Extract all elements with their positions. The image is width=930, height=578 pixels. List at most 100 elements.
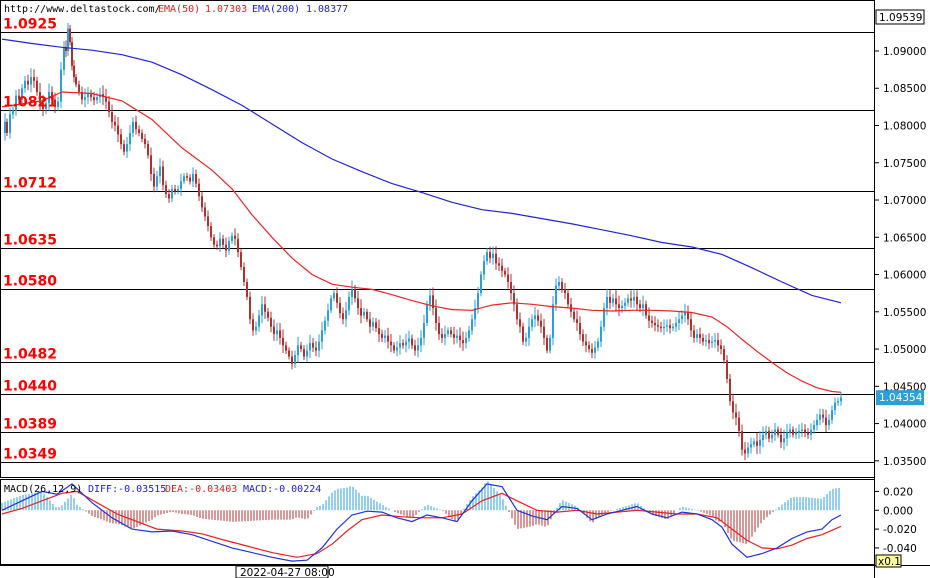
candle-body (456, 335, 458, 338)
candle-body (597, 341, 599, 348)
candle-body (825, 417, 827, 426)
level-label-5: 1.0482 (3, 347, 57, 363)
candle-body (117, 125, 119, 135)
candle-body (189, 177, 191, 182)
candle-body (774, 429, 776, 435)
price-tick-10: 1.04000 (883, 419, 926, 431)
macd-tick-0: 0.020 (883, 486, 913, 498)
candle-body (261, 304, 263, 316)
candle-body (741, 431, 743, 450)
candle-body (558, 281, 560, 286)
candle-body (669, 325, 671, 329)
candle-body (330, 298, 332, 311)
candle-body (393, 345, 395, 351)
candle-body (60, 69, 62, 102)
candle-body (753, 441, 755, 445)
candle-body (63, 47, 65, 70)
candle-body (468, 330, 470, 338)
candle-body (318, 341, 320, 351)
candle-body (372, 322, 374, 327)
candle-body (459, 335, 461, 341)
candle-body (300, 345, 302, 350)
candle-body (369, 319, 371, 327)
candle-body (807, 432, 809, 435)
candle-body (756, 441, 758, 446)
top-price-label: 1.09539 (879, 12, 922, 24)
candle-body (540, 320, 542, 327)
candle-body (534, 315, 536, 320)
candle-body (486, 252, 488, 262)
candle-body (411, 338, 413, 346)
candle-body (354, 289, 356, 299)
candle-body (555, 285, 557, 305)
candle-body (273, 326, 275, 335)
support-resistance-levels (0, 32, 874, 463)
candle-body (267, 311, 269, 318)
main-panel[interactable] (0, 0, 875, 478)
candle-body (327, 310, 329, 321)
candle-body (453, 334, 455, 338)
candle-body (297, 345, 299, 356)
candle-body (264, 304, 266, 312)
candle-body (123, 144, 125, 152)
candle-body (30, 77, 32, 85)
candle-body (672, 326, 674, 329)
candle-body (657, 325, 659, 327)
candle-body (78, 84, 80, 92)
candle-body (813, 425, 815, 430)
candle-body (249, 296, 251, 320)
candle-body (579, 322, 581, 335)
candle-body (243, 267, 245, 282)
candle-body (291, 356, 293, 364)
candle-body (96, 97, 98, 101)
candle-body (564, 289, 566, 294)
candle-body (471, 319, 473, 331)
ema50-value: 1.07303 (205, 4, 247, 15)
scale-label: x0.1 (878, 556, 901, 568)
candle-body (390, 341, 392, 346)
candle-body (4, 121, 6, 133)
price-tick-0: 1.09000 (883, 46, 926, 58)
candle-body (234, 235, 236, 239)
candle-body (603, 308, 605, 327)
candle-body (576, 319, 578, 323)
candle-body (144, 138, 146, 145)
candle-body (336, 293, 338, 303)
price-tick-8: 1.05000 (883, 344, 926, 356)
candle-body (720, 345, 722, 350)
candle-body (147, 144, 149, 156)
top-price-box (875, 9, 925, 25)
candle-body (333, 293, 335, 299)
candle-body (213, 237, 215, 245)
candle-body (588, 345, 590, 350)
candle-body (180, 181, 182, 189)
candle-body (306, 350, 308, 357)
candle-body (711, 341, 713, 344)
candle-body (819, 414, 821, 420)
candle-body (651, 320, 653, 323)
candle-body (201, 196, 203, 208)
candle-body (15, 95, 17, 111)
candle-body (714, 340, 716, 342)
candle-body (288, 350, 290, 357)
candle-body (699, 334, 701, 338)
level-label-3: 1.0635 (3, 233, 57, 249)
candle-body (516, 304, 518, 320)
candle-body (804, 429, 806, 433)
candle-body (495, 253, 497, 264)
candle-body (465, 337, 467, 344)
candle-body (312, 343, 314, 348)
candle-body (513, 293, 515, 305)
candle-body (363, 311, 365, 316)
candle-body (726, 360, 728, 379)
candle-body (477, 293, 479, 309)
candle-body (255, 326, 257, 331)
candle-body (816, 419, 818, 426)
candle-body (732, 401, 734, 413)
candle-body (6, 121, 8, 133)
candle-body (615, 298, 617, 305)
candle-body (165, 185, 167, 195)
level-label-1: 1.0821 (3, 95, 57, 111)
candle-body (270, 317, 272, 327)
